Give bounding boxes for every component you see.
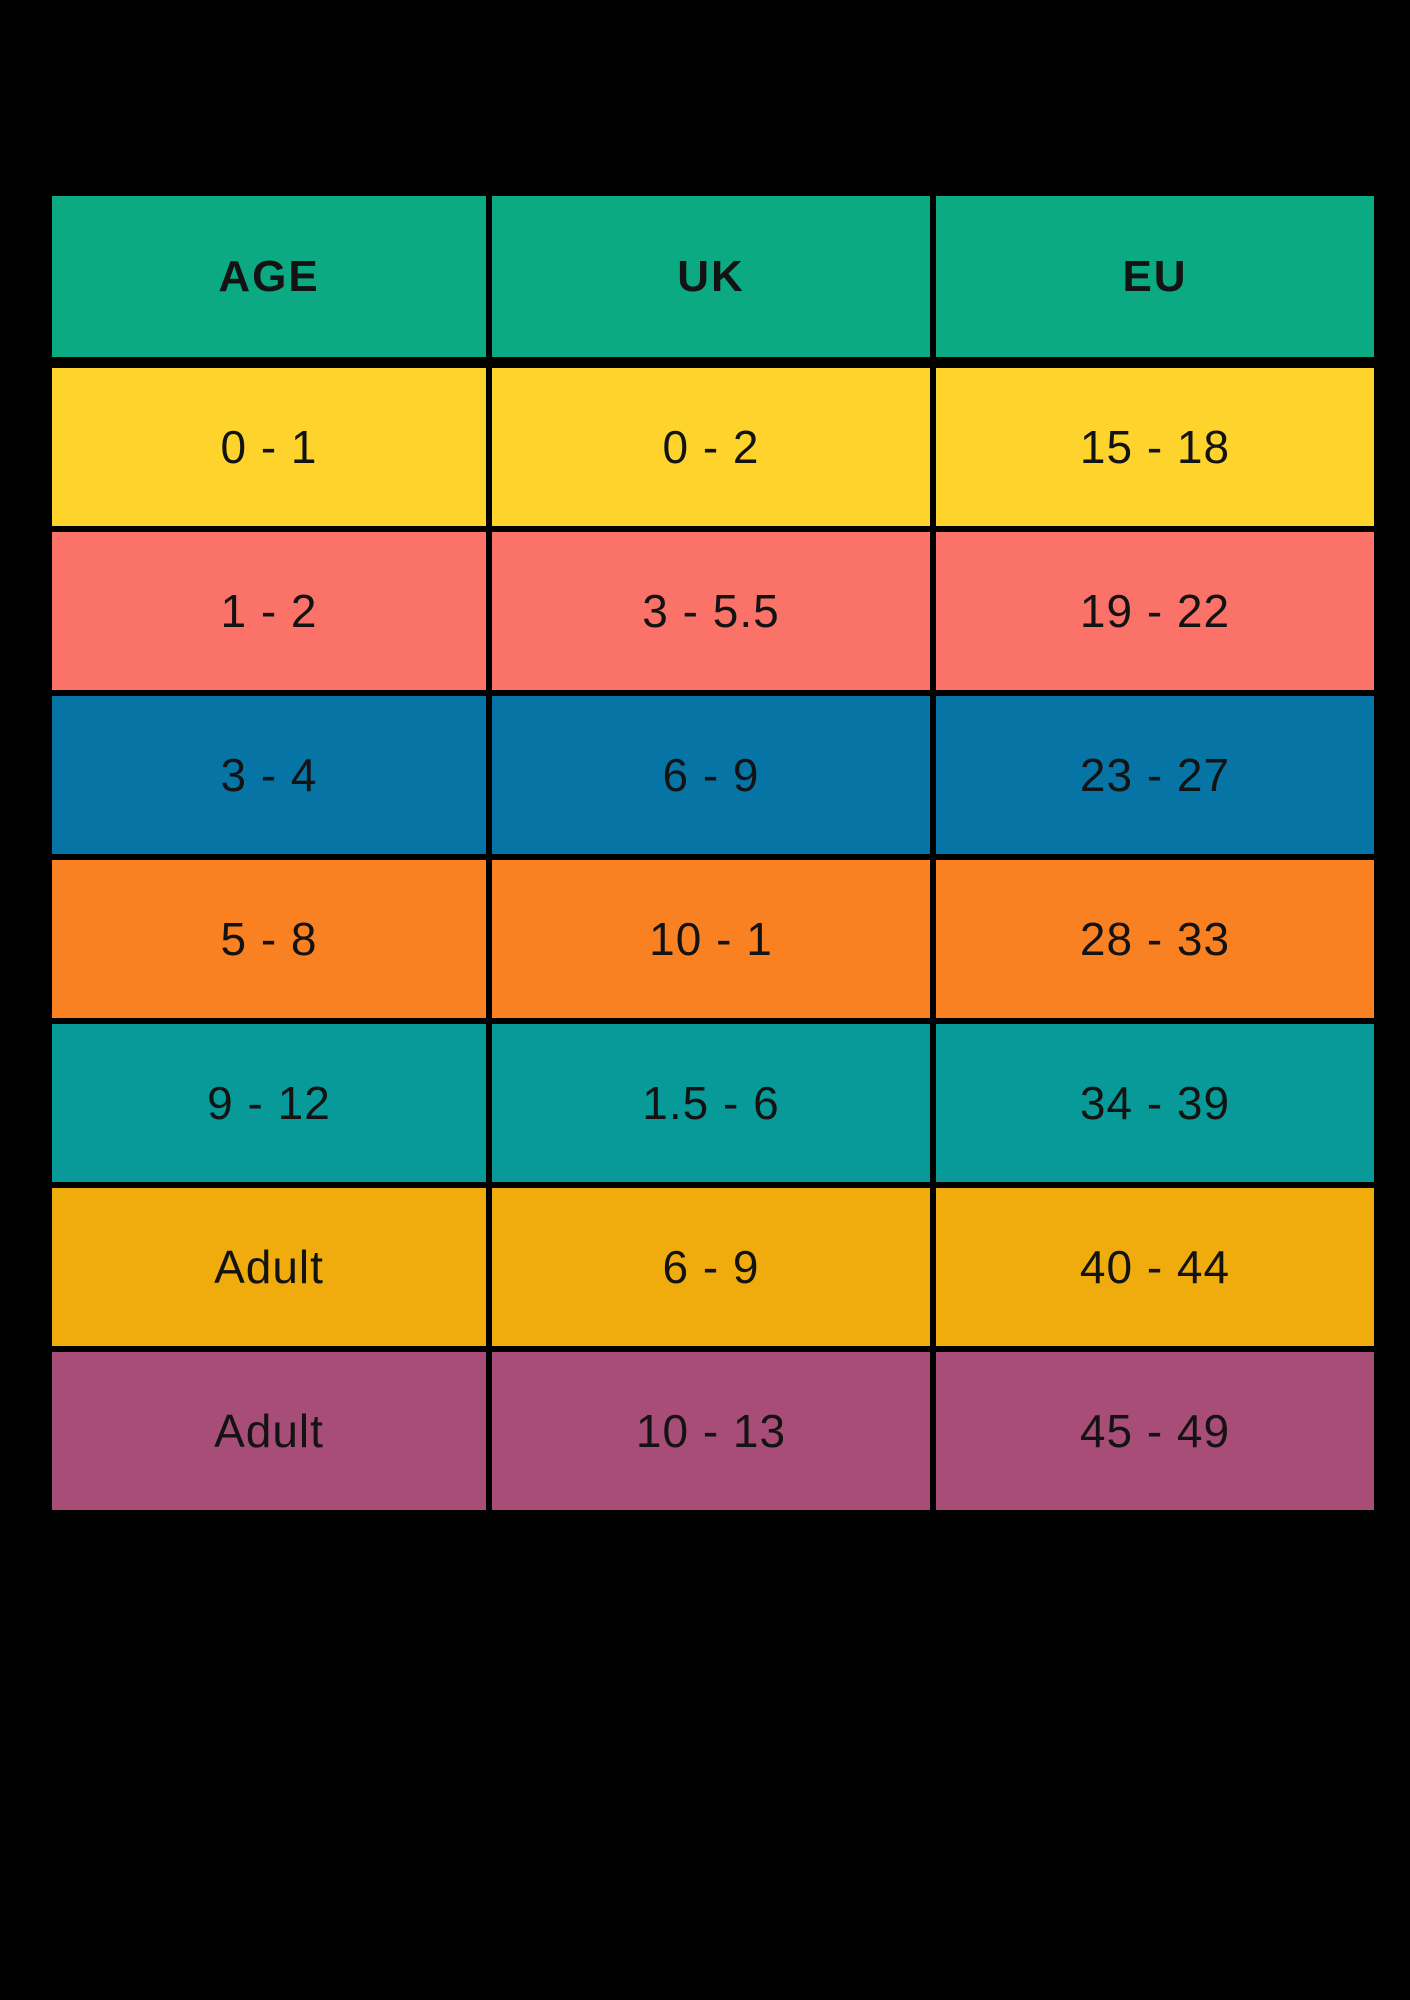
cell-eu: 23 - 27 xyxy=(936,696,1374,854)
cell-uk: 6 - 9 xyxy=(492,696,930,854)
cell-uk: 1.5 - 6 xyxy=(492,1024,930,1182)
cell-uk: 3 - 5.5 xyxy=(492,532,930,690)
table-row: 0 - 1 0 - 2 15 - 18 xyxy=(52,368,1374,526)
cell-uk: 10 - 13 xyxy=(492,1352,930,1510)
header-cell-uk: UK xyxy=(492,196,930,357)
cell-age: 1 - 2 xyxy=(52,532,486,690)
table-row: 1 - 2 3 - 5.5 19 - 22 xyxy=(52,532,1374,690)
cell-age: 9 - 12 xyxy=(52,1024,486,1182)
cell-eu: 15 - 18 xyxy=(936,368,1374,526)
cell-age: 3 - 4 xyxy=(52,696,486,854)
cell-age: Adult xyxy=(52,1352,486,1510)
cell-uk: 6 - 9 xyxy=(492,1188,930,1346)
table-row: 5 - 8 10 - 1 28 - 33 xyxy=(52,860,1374,1018)
size-conversion-table: AGE UK EU 0 - 1 0 - 2 15 - 18 1 - 2 3 - … xyxy=(52,196,1374,1516)
cell-eu: 40 - 44 xyxy=(936,1188,1374,1346)
cell-eu: 45 - 49 xyxy=(936,1352,1374,1510)
cell-uk: 10 - 1 xyxy=(492,860,930,1018)
table-row: Adult 6 - 9 40 - 44 xyxy=(52,1188,1374,1346)
cell-uk: 0 - 2 xyxy=(492,368,930,526)
cell-age: 0 - 1 xyxy=(52,368,486,526)
header-cell-eu: EU xyxy=(936,196,1374,357)
table-row: 9 - 12 1.5 - 6 34 - 39 xyxy=(52,1024,1374,1182)
table-header-row: AGE UK EU xyxy=(52,196,1374,357)
cell-eu: 34 - 39 xyxy=(936,1024,1374,1182)
cell-age: Adult xyxy=(52,1188,486,1346)
table-row: 3 - 4 6 - 9 23 - 27 xyxy=(52,696,1374,854)
cell-eu: 28 - 33 xyxy=(936,860,1374,1018)
table-row: Adult 10 - 13 45 - 49 xyxy=(52,1352,1374,1510)
header-cell-age: AGE xyxy=(52,196,486,357)
cell-age: 5 - 8 xyxy=(52,860,486,1018)
cell-eu: 19 - 22 xyxy=(936,532,1374,690)
